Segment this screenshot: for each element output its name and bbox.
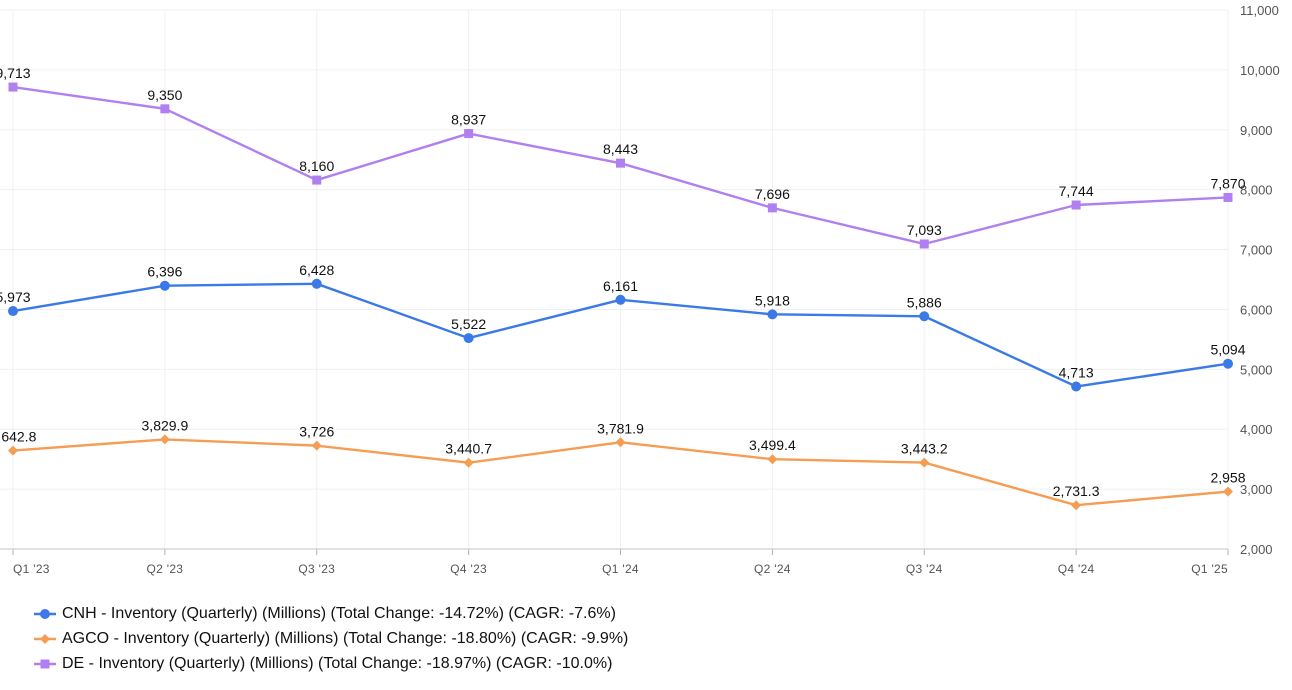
cnh-data-label: 6,428	[299, 262, 334, 278]
de-point	[616, 158, 625, 168]
x-tick-label: Q3 '23	[298, 562, 335, 576]
cnh-data-label: 5,918	[755, 292, 790, 308]
agco-data-label: 3,499.4	[749, 437, 796, 453]
agco-point	[8, 445, 18, 456]
de-data-label: 7,870	[1210, 175, 1245, 191]
cnh-point	[8, 306, 18, 317]
cnh-data-label: 5,522	[451, 316, 486, 332]
de-legend-symbol	[34, 659, 56, 668]
agco-point	[311, 440, 322, 451]
de-legend-marker	[40, 659, 50, 668]
cnh-data-label: 5,973	[0, 289, 31, 305]
de-data-label: 7,696	[755, 186, 790, 202]
de-data-label: 9,713	[0, 65, 31, 81]
de-data-label: 8,937	[451, 112, 486, 128]
cnh-series: 5,973 6,396 6,428 5,522 6,161 5,918 5,886 4,713…	[0, 262, 1246, 392]
y-tick-label: 5,000	[1240, 362, 1273, 377]
de-point	[919, 239, 929, 249]
y-tick-label: 6,000	[1240, 302, 1273, 317]
de-data-label: 8,160	[299, 158, 334, 174]
cnh-data-label: 4,713	[1059, 365, 1094, 381]
agco-series: 3,642.8 3,829.9 3,726 3,440.7 3,781.9 3,499.4…	[0, 417, 1246, 511]
agco-point	[1223, 486, 1233, 497]
cnh-data-label: 6,161	[603, 278, 638, 294]
x-tick-label: Q4 '24	[1058, 562, 1095, 576]
agco-data-label: 3,642.8	[0, 429, 37, 445]
de-data-label: 8,443	[603, 141, 638, 157]
agco-data-label: 3,781.9	[597, 420, 644, 436]
de-data-label: 9,350	[147, 87, 182, 103]
de-point	[767, 203, 777, 213]
de-point	[1071, 200, 1081, 210]
x-tick-label: Q1 '24	[602, 562, 639, 576]
y-tick-label: 3,000	[1240, 482, 1273, 497]
agco-legend-symbol	[34, 633, 56, 644]
chart-legend: CNH - Inventory (Quarterly) (Millions) (…	[34, 601, 628, 676]
cnh-point	[767, 309, 778, 320]
cnh-point	[463, 333, 474, 344]
line-chart: 2,000 3,000 4,000 5,000 6,000 7,000 8,000 9,000…	[0, 3, 1280, 576]
y-tick-label: 9,000	[1240, 123, 1273, 138]
legend-item-agco[interactable]: AGCO - Inventory (Quarterly) (Millions) …	[34, 626, 628, 651]
y-tick-label: 11,000	[1240, 3, 1279, 18]
cnh-point	[615, 294, 626, 305]
de-series: 9,713 9,350 8,160 8,937 8,443 7,696 7,093 7,744…	[0, 65, 1246, 249]
agco-data-label: 2,958	[1210, 470, 1245, 486]
agco-point	[615, 437, 626, 448]
de-point	[312, 175, 322, 185]
x-tick-label: Q4 '23	[450, 562, 487, 576]
cnh-point	[159, 280, 170, 291]
y-tick-label: 8,000	[1240, 183, 1273, 198]
y-tick-label: 4,000	[1240, 422, 1273, 437]
de-data-label: 7,093	[907, 222, 942, 238]
cnh-data-label: 5,094	[1210, 342, 1245, 358]
de-data-label: 7,744	[1059, 183, 1094, 199]
agco-point	[159, 434, 170, 445]
agco-point	[1071, 500, 1082, 511]
agco-legend-marker	[40, 633, 50, 644]
cnh-legend-symbol	[34, 608, 56, 619]
agco-data-label: 3,443.2	[901, 441, 948, 457]
de-point	[8, 82, 18, 92]
cnh-legend-marker	[40, 608, 50, 619]
legend-label: DE - Inventory (Quarterly) (Millions) (T…	[62, 654, 613, 672]
cnh-point	[1071, 381, 1082, 392]
y-tick-label: 2,000	[1240, 542, 1273, 557]
x-tick-label: Q2 '24	[754, 562, 791, 576]
cnh-data-label: 5,886	[907, 294, 942, 310]
y-tick-label: 7,000	[1240, 243, 1273, 258]
agco-data-label: 3,829.9	[142, 417, 189, 433]
de-point	[160, 104, 170, 114]
x-tick-label: Q1 '25	[1191, 562, 1228, 576]
y-tick-label: 10,000	[1240, 63, 1280, 78]
cnh-point	[919, 311, 930, 322]
agco-data-label: 3,440.7	[445, 441, 492, 457]
legend-label: AGCO - Inventory (Quarterly) (Millions) …	[62, 629, 629, 647]
agco-point	[767, 454, 778, 465]
legend-label: CNH - Inventory (Quarterly) (Millions) (…	[62, 604, 616, 622]
x-tick-label: Q2 '23	[146, 562, 183, 576]
de-point	[1223, 192, 1233, 202]
legend-item-cnh[interactable]: CNH - Inventory (Quarterly) (Millions) (…	[34, 601, 628, 626]
cnh-point	[311, 278, 322, 289]
agco-point	[463, 457, 474, 468]
x-tick-label: Q1 '23	[13, 562, 50, 576]
agco-data-label: 2,731.3	[1053, 483, 1100, 499]
legend-item-de[interactable]: DE - Inventory (Quarterly) (Millions) (T…	[34, 651, 628, 676]
agco-data-label: 3,726	[299, 424, 334, 440]
cnh-point	[1223, 358, 1233, 369]
de-point	[464, 129, 474, 139]
x-tick-label: Q3 '24	[906, 562, 943, 576]
cnh-data-label: 6,396	[147, 264, 182, 280]
agco-point	[919, 457, 930, 468]
